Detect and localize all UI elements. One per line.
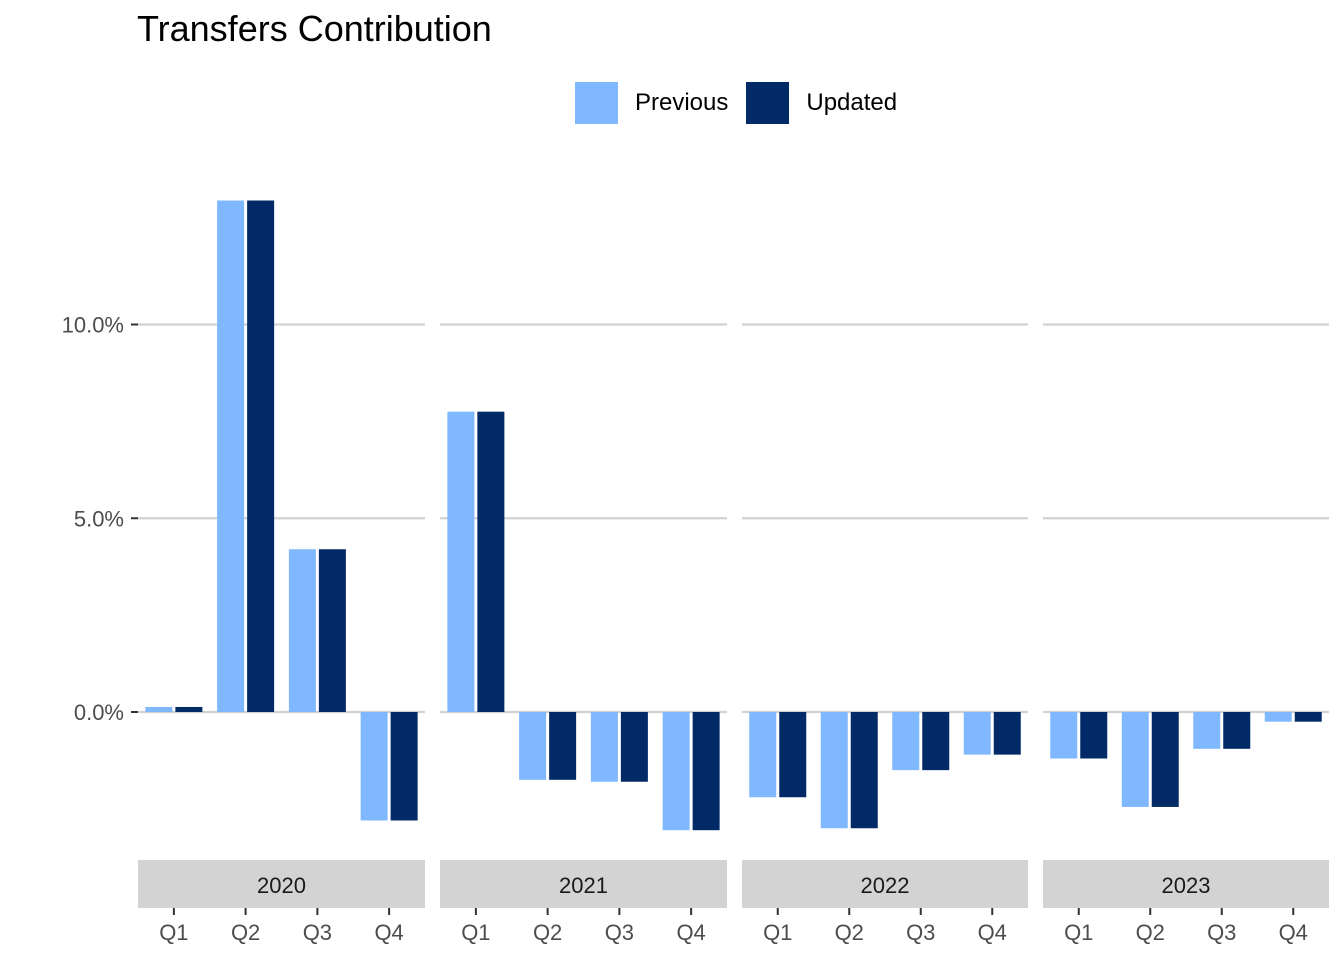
bar-previous-2022-q1 [749, 712, 777, 798]
bar-previous-2022-q3 [892, 712, 920, 771]
bar-previous-2021-q2 [519, 712, 547, 780]
bar-updated-2022-q2 [850, 712, 878, 829]
chart-title: Transfers Contribution [137, 8, 492, 49]
x-tick-label: Q1 [461, 920, 490, 945]
bar-previous-2022-q4 [963, 712, 991, 755]
x-tick-label: Q1 [1064, 920, 1093, 945]
bar-previous-2020-q3 [288, 549, 316, 712]
bar-previous-2021-q1 [447, 411, 475, 712]
facet-strip [1043, 860, 1329, 908]
legend-label-updated: Updated [806, 89, 898, 116]
bar-updated-2022-q3 [922, 712, 950, 771]
y-tick-label: 5.0% [74, 506, 124, 531]
x-tick-label: Q4 [374, 920, 403, 945]
bar-previous-2023-q2 [1121, 712, 1149, 807]
y-tick-label: 10.0% [62, 313, 124, 338]
bar-updated-2023-q2 [1151, 712, 1179, 807]
legend-label-previous: Previous [635, 89, 729, 116]
x-tick-label: Q4 [978, 920, 1007, 945]
bar-updated-2021-q2 [549, 712, 577, 780]
bar-updated-2023-q3 [1223, 712, 1251, 749]
bar-updated-2020-q2 [247, 200, 275, 712]
x-tick-label: Q3 [605, 920, 634, 945]
legend-item-previous: Previous [575, 82, 728, 124]
x-tick-label: Q4 [1279, 920, 1308, 945]
facet-strip [742, 860, 1028, 908]
legend-swatch-updated [746, 82, 790, 124]
legend-swatch-previous [575, 82, 618, 124]
legend-item-updated: Updated [746, 82, 897, 124]
legend: Previous Updated [575, 82, 915, 124]
bar-previous-2020-q4 [360, 712, 388, 821]
x-tick-label: Q2 [533, 920, 562, 945]
bar-updated-2022-q4 [993, 712, 1021, 755]
bar-previous-2021-q4 [662, 712, 690, 831]
bar-previous-2023-q3 [1193, 712, 1221, 749]
y-tick-label: 0.0% [74, 700, 124, 725]
bar-updated-2023-q4 [1294, 712, 1322, 722]
facet-strip [440, 860, 727, 908]
x-tick-label: Q2 [231, 920, 260, 945]
x-tick-label: Q1 [159, 920, 188, 945]
bar-previous-2023-q1 [1050, 712, 1078, 759]
bar-updated-2020-q4 [390, 712, 418, 821]
facet-strip-label: 2021 [559, 873, 608, 898]
bar-updated-2023-q1 [1080, 712, 1108, 759]
bar-previous-2021-q3 [590, 712, 618, 782]
x-tick-label: Q3 [906, 920, 935, 945]
x-tick-label: Q3 [1207, 920, 1236, 945]
facet-strip-label: 2022 [861, 873, 910, 898]
bar-previous-2022-q2 [820, 712, 848, 829]
facet-strip [138, 860, 425, 908]
bar-previous-2020-q2 [217, 200, 245, 712]
bar-updated-2021-q4 [692, 712, 720, 831]
x-tick-label: Q1 [763, 920, 792, 945]
bar-updated-2020-q1 [175, 706, 203, 712]
bar-updated-2021-q3 [620, 712, 648, 782]
facet-strip-label: 2020 [257, 873, 306, 898]
bar-previous-2020-q1 [145, 706, 173, 712]
x-tick-label: Q3 [303, 920, 332, 945]
x-tick-label: Q2 [1136, 920, 1165, 945]
x-tick-label: Q4 [676, 920, 705, 945]
bar-updated-2020-q3 [318, 549, 346, 712]
bar-previous-2023-q4 [1264, 712, 1292, 722]
x-tick-label: Q2 [835, 920, 864, 945]
bar-updated-2022-q1 [779, 712, 807, 798]
facet-strip-label: 2023 [1162, 873, 1211, 898]
bar-updated-2021-q1 [477, 411, 505, 712]
